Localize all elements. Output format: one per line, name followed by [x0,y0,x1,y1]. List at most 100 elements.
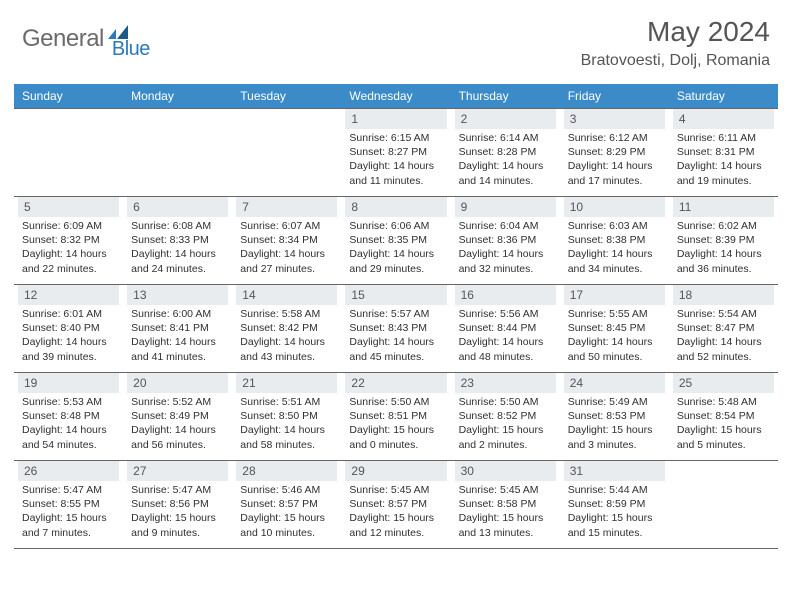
sunrise-text: Sunrise: 5:48 AM [677,395,770,409]
sunrise-text: Sunrise: 5:57 AM [349,307,442,321]
day-number: 29 [345,461,446,481]
sunset-text: Sunset: 8:32 PM [22,233,115,247]
day-info: Sunrise: 6:00 AMSunset: 8:41 PMDaylight:… [127,307,228,364]
day-header: Monday [123,84,232,109]
day-number: 21 [236,373,337,393]
sunset-text: Sunset: 8:57 PM [349,497,442,511]
day-info: Sunrise: 5:55 AMSunset: 8:45 PMDaylight:… [564,307,665,364]
day-header-row: Sunday Monday Tuesday Wednesday Thursday… [14,84,778,109]
sunset-text: Sunset: 8:39 PM [677,233,770,247]
sunset-text: Sunset: 8:35 PM [349,233,442,247]
day-header: Friday [560,84,669,109]
day-info: Sunrise: 5:54 AMSunset: 8:47 PMDaylight:… [673,307,774,364]
logo-text-general: General [22,25,104,53]
sunset-text: Sunset: 8:50 PM [240,409,333,423]
calendar-body: ...1Sunrise: 6:15 AMSunset: 8:27 PMDayli… [14,109,778,549]
day-number: 24 [564,373,665,393]
daylight-text: Daylight: 14 hours and 32 minutes. [459,247,552,275]
daylight-text: Daylight: 15 hours and 12 minutes. [349,511,442,539]
calendar-day-cell: 11 Sunrise: 6:02 AMSunset: 8:39 PMDayligh… [669,197,778,285]
day-number: 26 [18,461,119,481]
sunset-text: Sunset: 8:33 PM [131,233,224,247]
sunrise-text: Sunrise: 5:47 AM [131,483,224,497]
daylight-text: Daylight: 15 hours and 0 minutes. [349,423,442,451]
sunset-text: Sunset: 8:34 PM [240,233,333,247]
day-info: Sunrise: 5:58 AMSunset: 8:42 PMDaylight:… [236,307,337,364]
daylight-text: Daylight: 14 hours and 36 minutes. [677,247,770,275]
sunset-text: Sunset: 8:53 PM [568,409,661,423]
sunrise-text: Sunrise: 5:47 AM [22,483,115,497]
daylight-text: Daylight: 14 hours and 43 minutes. [240,335,333,363]
day-info: Sunrise: 5:44 AMSunset: 8:59 PMDaylight:… [564,483,665,540]
sunset-text: Sunset: 8:47 PM [677,321,770,335]
daylight-text: Daylight: 15 hours and 10 minutes. [240,511,333,539]
daylight-text: Daylight: 14 hours and 41 minutes. [131,335,224,363]
sunrise-text: Sunrise: 5:46 AM [240,483,333,497]
day-number: 7 [236,197,337,217]
day-info: Sunrise: 6:11 AMSunset: 8:31 PMDaylight:… [673,131,774,188]
sunset-text: Sunset: 8:27 PM [349,145,442,159]
calendar-day-cell: 22Sunrise: 5:50 AMSunset: 8:51 PMDayligh… [341,373,450,461]
sunrise-text: Sunrise: 6:09 AM [22,219,115,233]
daylight-text: Daylight: 14 hours and 56 minutes. [131,423,224,451]
day-number: 28 [236,461,337,481]
daylight-text: Daylight: 14 hours and 39 minutes. [22,335,115,363]
day-number: 25 [673,373,774,393]
sunset-text: Sunset: 8:48 PM [22,409,115,423]
sunset-text: Sunset: 8:38 PM [568,233,661,247]
day-info: Sunrise: 6:14 AMSunset: 8:28 PMDaylight:… [455,131,556,188]
day-info: Sunrise: 6:06 AMSunset: 8:35 PMDaylight:… [345,219,446,276]
day-number: 19 [18,373,119,393]
calendar-day-cell: 6Sunrise: 6:08 AMSunset: 8:33 PMDaylight… [123,197,232,285]
day-number: 5 [18,197,119,217]
calendar-week-row: 5 Sunrise: 6:09 AMSunset: 8:32 PM Daylight… [14,197,778,285]
calendar-day-cell: 15Sunrise: 5:57 AMSunset: 8:43 PMDayligh… [341,285,450,373]
daylight-text: Daylight: 14 hours and 45 minutes. [349,335,442,363]
day-info: Sunrise: 6:07 AMSunset: 8:34 PMDaylight:… [236,219,337,276]
calendar-day-cell: 21Sunrise: 5:51 AMSunset: 8:50 PMDayligh… [232,373,341,461]
sunrise-text: Sunrise: 6:04 AM [459,219,552,233]
daylight-text: Daylight: 14 hours and 27 minutes. [240,247,333,275]
sunset-text: Sunset: 8:31 PM [677,145,770,159]
calendar-day-cell: 5Sunrise: 6:09 AMSunset: 8:32 PMDaylight… [14,197,123,285]
calendar-day-cell: 30Sunrise: 5:45 AMSunset: 8:58 PMDayligh… [451,461,560,549]
sunrise-text: Sunrise: 6:11 AM [677,131,770,145]
daylight-text: Daylight: 14 hours and 48 minutes. [459,335,552,363]
day-info: Sunrise: 5:52 AMSunset: 8:49 PMDaylight:… [127,395,228,452]
page-header: General Blue May 2024 Bratovoesti, Dolj,… [0,0,792,78]
calendar-day-cell: . [232,109,341,197]
calendar-day-cell: 24Sunrise: 5:49 AMSunset: 8:53 PMDayligh… [560,373,669,461]
sunset-text: Sunset: 8:49 PM [131,409,224,423]
day-number: 13 [127,285,228,305]
day-info: Sunrise: 5:53 AMSunset: 8:48 PMDaylight:… [18,395,119,452]
sunset-text: Sunset: 8:57 PM [240,497,333,511]
sunrise-text: Sunrise: 5:53 AM [22,395,115,409]
sunrise-text: Sunrise: 5:56 AM [459,307,552,321]
sunset-text: Sunset: 8:36 PM [459,233,552,247]
sunrise-text: Sunrise: 6:02 AM [677,219,770,233]
day-number: 11 [673,197,774,217]
sunrise-text: Sunrise: 5:52 AM [131,395,224,409]
day-number: 2 [455,109,556,129]
sunset-text: Sunset: 8:55 PM [22,497,115,511]
daylight-text: Daylight: 15 hours and 9 minutes. [131,511,224,539]
location-subtitle: Bratovoesti, Dolj, Romania [581,52,770,70]
sunrise-text: Sunrise: 6:15 AM [349,131,442,145]
day-info: Sunrise: 6:12 AMSunset: 8:29 PMDaylight:… [564,131,665,188]
day-info: Sunrise: 6:03 AMSunset: 8:38 PMDaylight:… [564,219,665,276]
calendar-day-cell: 2Sunrise: 6:14 AMSunset: 8:28 PMDaylight… [451,109,560,197]
daylight-text: Daylight: 14 hours and 54 minutes. [22,423,115,451]
daylight-text: Daylight: 14 hours and 11 minutes. [349,159,442,187]
day-info: Sunrise: 5:56 AMSunset: 8:44 PMDaylight:… [455,307,556,364]
daylight-text: Daylight: 15 hours and 15 minutes. [568,511,661,539]
day-info: Sunrise: 6:08 AMSunset: 8:33 PMDaylight:… [127,219,228,276]
sunrise-text: Sunrise: 5:51 AM [240,395,333,409]
calendar-day-cell: 27Sunrise: 5:47 AMSunset: 8:56 PMDayligh… [123,461,232,549]
sunrise-text: Sunrise: 6:14 AM [459,131,552,145]
day-header: Thursday [451,84,560,109]
day-info: Sunrise: 6:15 AMSunset: 8:27 PMDaylight:… [345,131,446,188]
day-info: Sunrise: 6:04 AMSunset: 8:36 PMDaylight:… [455,219,556,276]
sunset-text: Sunset: 8:56 PM [131,497,224,511]
day-number: 20 [127,373,228,393]
daylight-text: Daylight: 14 hours and 19 minutes. [677,159,770,187]
